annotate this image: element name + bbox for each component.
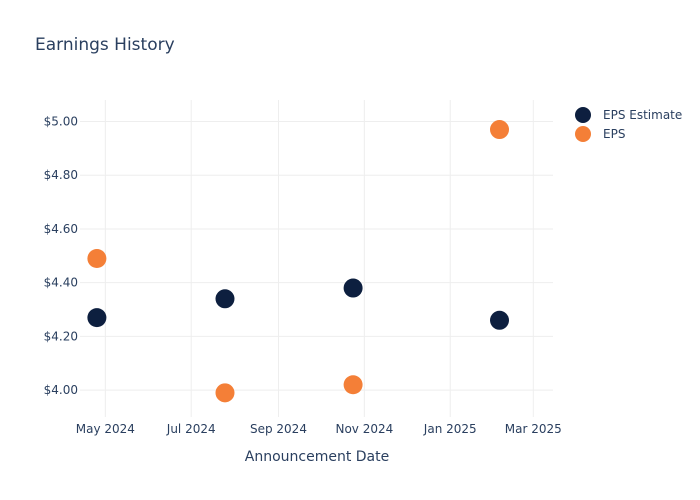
x-tick-label: Sep 2024 <box>250 422 307 436</box>
y-tick-label: $4.00 <box>44 383 78 397</box>
legend[interactable]: EPS Estimate EPS <box>575 107 682 142</box>
legend-marker <box>575 107 591 123</box>
legend-item-eps-estimate[interactable]: EPS Estimate <box>575 107 682 123</box>
y-tick-label: $4.40 <box>44 276 78 290</box>
legend-marker <box>575 126 591 142</box>
x-tick-label: May 2024 <box>76 422 135 436</box>
eps-point[interactable] <box>343 375 363 395</box>
y-tick-label: $4.60 <box>44 222 78 236</box>
x-tick-label: Nov 2024 <box>335 422 393 436</box>
grid <box>80 100 553 417</box>
x-axis-label: Announcement Date <box>245 449 389 465</box>
legend-item-eps[interactable]: EPS <box>575 126 625 142</box>
legend-label: EPS <box>603 127 625 141</box>
y-tick-label: $5.00 <box>44 114 78 128</box>
eps-estimate-point[interactable] <box>490 310 510 330</box>
data-points <box>87 120 510 403</box>
axis-ticks: May 2024 Jul 2024 Sep 2024 Nov 2024 Jan 2025… <box>44 114 562 436</box>
eps-estimate-point[interactable] <box>343 278 363 298</box>
eps-estimate-point[interactable] <box>87 308 107 328</box>
eps-estimate-point[interactable] <box>215 289 235 309</box>
x-tick-label: Jan 2025 <box>423 422 477 436</box>
chart-title: Earnings History <box>35 35 175 55</box>
y-tick-label: $4.80 <box>44 168 78 182</box>
x-tick-label: Mar 2025 <box>505 422 562 436</box>
eps-point[interactable] <box>87 249 107 268</box>
y-tick-label: $4.20 <box>44 329 78 343</box>
eps-point[interactable] <box>215 383 235 403</box>
eps-point[interactable] <box>490 120 510 140</box>
legend-label: EPS Estimate <box>603 108 682 122</box>
x-tick-label: Jul 2024 <box>166 422 216 436</box>
